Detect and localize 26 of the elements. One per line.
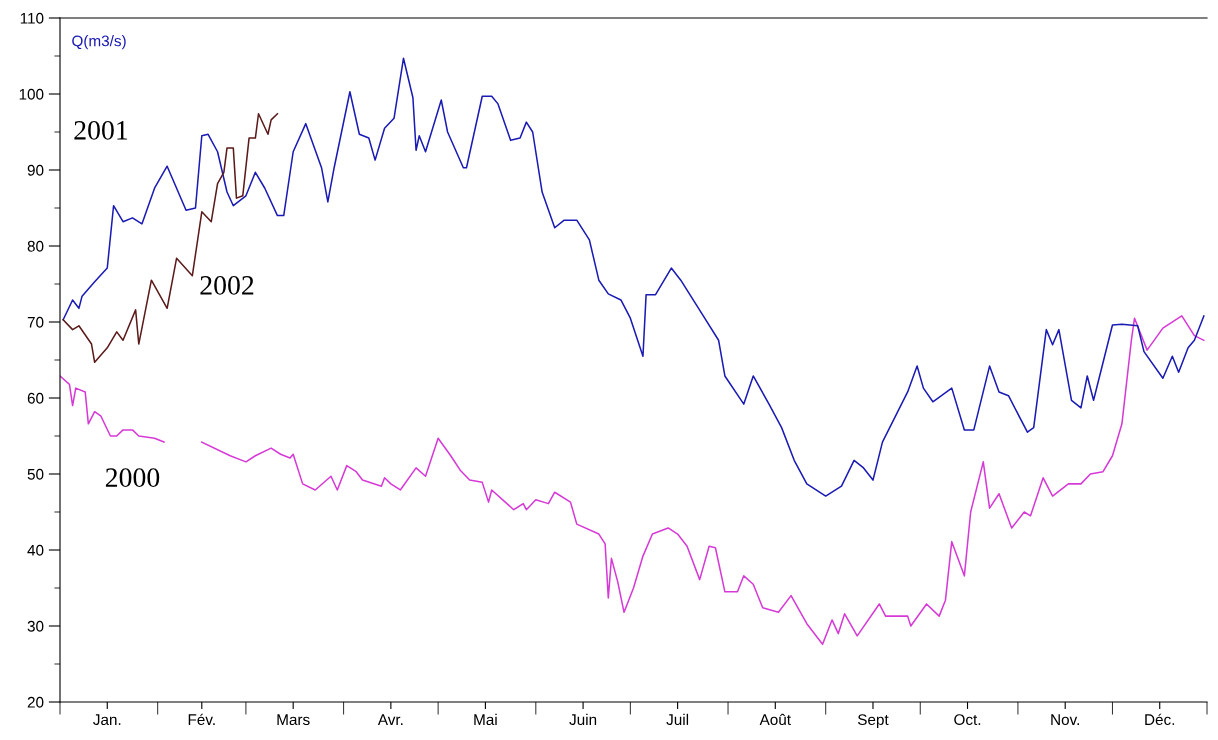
x-tick-label: Mai xyxy=(474,713,497,726)
x-tick-label: Jan. xyxy=(93,714,121,726)
y-tick-label: 20 xyxy=(27,696,44,708)
y-tick-label: 70 xyxy=(27,316,44,328)
x-tick-label: Nov. xyxy=(1051,714,1079,726)
series-label: 2002 xyxy=(200,276,254,295)
x-tick-label: Sept xyxy=(857,714,889,729)
y-tick-label: 90 xyxy=(27,164,44,176)
series-label: 2001 xyxy=(74,120,128,140)
y-tick-label: 30 xyxy=(27,620,44,632)
y-tick-label: 100 xyxy=(19,88,44,100)
x-tick-label: Juin xyxy=(569,713,597,726)
series-label: 2000 xyxy=(105,468,160,488)
y-tick-label: 80 xyxy=(27,240,44,252)
y-tick-label: 60 xyxy=(27,392,44,404)
x-tick-label: Août xyxy=(759,713,791,726)
y-axis-title: Q(m3/s) xyxy=(72,35,126,50)
x-tick-label: Juil xyxy=(666,713,689,726)
x-tick-label: Déc. xyxy=(1145,713,1175,726)
x-tick-label: Oct. xyxy=(954,714,981,726)
y-tick-label: 40 xyxy=(27,544,44,556)
y-tick-label: 110 xyxy=(20,12,44,24)
x-tick-label: Fév. xyxy=(188,713,215,726)
x-tick-label: Avr. xyxy=(377,714,403,725)
x-tick-label: Mars xyxy=(277,714,310,726)
y-tick-label: 50 xyxy=(27,468,44,480)
